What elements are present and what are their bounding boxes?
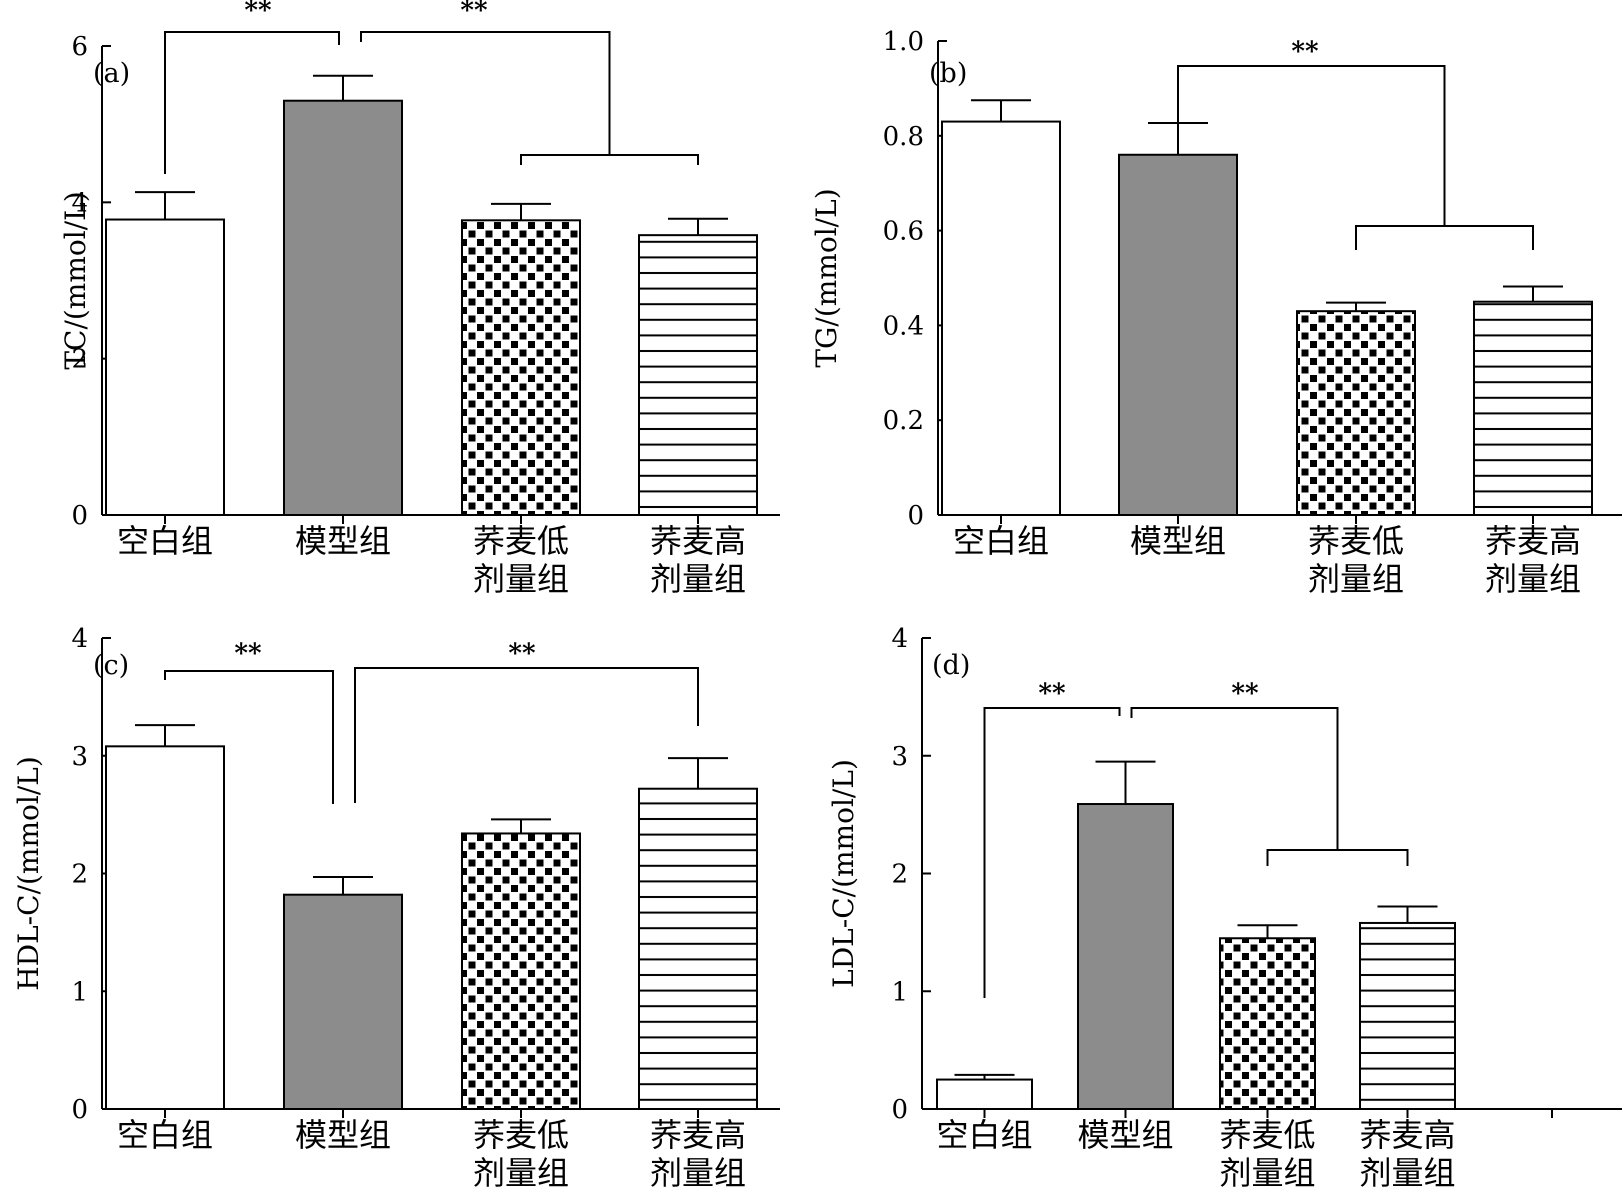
y-axis-title: TC/(mmol/L) [59,191,92,369]
panel-label: (a) [93,58,130,89]
bracket-line [983,707,1121,998]
bracket-line [164,670,334,804]
bar-horizontal-stripes [1473,300,1593,517]
bar-open [936,1078,1033,1110]
y-tick-label: 0.2 [883,406,924,436]
y-axis-title: HDL-C/(mmol/L) [12,756,45,991]
y-tick-label: 3 [71,742,88,772]
significance-label: ** [244,0,272,26]
x-category-label: 剂量组 [1219,1154,1315,1192]
y-tick-label: 0.6 [883,217,924,247]
y-tick-label: 6 [71,32,88,62]
group-bracket-line [520,154,699,165]
y-tick-label: 0 [891,1095,908,1125]
x-category-label: 荞麦低 [1219,1116,1315,1154]
y-tick-label: 0.8 [883,122,924,152]
bracket-line [360,31,611,155]
significance-bracket: ** [164,0,340,174]
group-bracket-line [1266,849,1409,866]
y-tick-label: 4 [71,624,88,654]
significance-bracket: ** [983,679,1121,998]
x-category-label: 空白组 [936,1116,1032,1154]
y-tick-label: 0.4 [883,311,924,341]
x-category-label: 空白组 [117,522,213,560]
bar-dotted [1219,937,1316,1111]
bar-solid-gray [1118,153,1238,516]
x-category-label: 剂量组 [1485,560,1581,598]
x-category-label: 剂量组 [473,560,569,598]
x-category-label: 荞麦高 [650,1116,746,1154]
panel-label: (d) [932,650,970,681]
x-category-label: 空白组 [953,522,1049,560]
bar-open [105,218,225,516]
x-category-label: 剂量组 [1359,1154,1455,1192]
bar-dotted [461,832,581,1111]
x-category-label: 剂量组 [650,560,746,598]
y-tick-label: 4 [891,624,908,654]
bar-solid-gray [1077,803,1174,1111]
significance-label: ** [460,0,488,26]
group-bracket-line [1355,225,1534,250]
bar-dotted [461,219,581,516]
x-category-label: 荞麦高 [650,522,746,560]
bracket-line [1177,65,1446,226]
bar-solid-gray [283,893,403,1110]
significance-bracket: ** [1130,679,1409,866]
x-category-label: 荞麦高 [1359,1116,1455,1154]
y-tick-label: 4 [71,188,88,218]
x-category-label: 荞麦低 [473,1116,569,1154]
x-category-label: 剂量组 [1308,560,1404,598]
significance-label: ** [1231,679,1259,709]
bracket-line [1130,707,1339,850]
bar-horizontal-stripes [638,787,758,1110]
bar-dotted [1296,310,1416,516]
bar-open [941,120,1061,517]
bracket-line [354,667,699,803]
significance-bracket: ** [354,639,699,803]
x-category-label: 模型组 [1130,522,1226,560]
significance-label: ** [508,639,536,669]
bracket-line [164,31,340,174]
significance-label: ** [1038,679,1066,709]
x-category-label: 模型组 [295,522,391,560]
x-category-label: 荞麦低 [473,522,569,560]
x-category-label: 荞麦高 [1485,522,1581,560]
x-category-label: 荞麦低 [1308,522,1404,560]
panel-label: (c) [93,650,129,681]
y-tick-label: 3 [891,742,908,772]
y-tick-label: 1 [71,977,88,1007]
bar-open [105,745,225,1111]
y-tick-label: 0 [71,1095,88,1125]
y-tick-label: 2 [71,345,88,375]
y-tick-label: 1 [891,977,908,1007]
y-tick-label: 1.0 [883,27,924,57]
significance-label: ** [234,639,262,669]
bar-horizontal-stripes [1359,921,1456,1111]
significance-bracket: ** [164,639,334,804]
bar-horizontal-stripes [638,234,758,516]
x-category-label: 空白组 [117,1116,213,1154]
panel-b: 00.20.40.60.81.0TG/(mmol/L)(b)空白组 模型组 荞麦低剂… [810,27,1622,598]
panel-label: (b) [929,58,967,89]
y-axis-title: LDL-C/(mmol/L) [827,759,860,988]
x-category-label: 模型组 [295,1116,391,1154]
significance-bracket: ** [1177,37,1534,250]
x-category-label: 模型组 [1077,1116,1173,1154]
y-tick-label: 2 [891,860,908,890]
y-axis-title: TG/(mmol/L) [810,188,843,367]
y-tick-label: 0 [907,501,924,531]
significance-label: ** [1291,37,1319,67]
y-tick-label: 0 [71,501,88,531]
significance-bracket: ** [360,0,699,165]
bar-solid-gray [283,99,403,516]
x-category-label: 剂量组 [473,1154,569,1192]
y-tick-label: 2 [71,860,88,890]
x-category-label: 剂量组 [650,1154,746,1192]
